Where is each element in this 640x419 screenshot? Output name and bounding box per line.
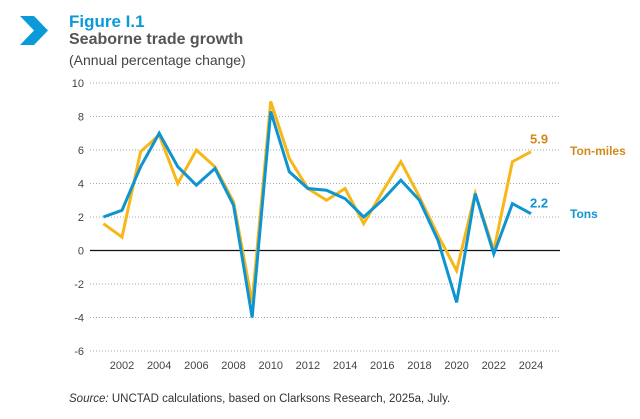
x-tick-label: 2020 — [444, 360, 468, 372]
x-tick-label: 2022 — [482, 360, 506, 372]
y-tick-label: -6 — [74, 346, 84, 358]
y-tick-label: 0 — [78, 246, 84, 258]
chart-subtitle: (Annual percentage change) — [69, 52, 246, 68]
legend-label: Ton-miles — [570, 144, 626, 158]
y-tick-label: 2 — [78, 212, 84, 224]
series-line-ton-miles — [102, 100, 532, 303]
y-tick-label: 10 — [72, 78, 84, 90]
x-tick-label: 2010 — [258, 360, 282, 372]
end-value-label: 2.2 — [530, 196, 548, 211]
x-tick-label: 2016 — [370, 360, 394, 372]
x-tick-label: 2002 — [110, 360, 134, 372]
legend-label: Tons — [570, 207, 598, 221]
figure-label: Figure I.1 — [69, 12, 145, 31]
chevron-icon — [20, 16, 48, 45]
y-tick-label: 4 — [78, 179, 84, 191]
x-tick-label: 2024 — [519, 360, 543, 372]
x-tick-label: 2004 — [147, 360, 171, 372]
y-tick-label: -2 — [74, 279, 84, 291]
x-tick-label: 2006 — [184, 360, 208, 372]
source-note: Source: UNCTAD calculations, based on Cl… — [69, 393, 450, 405]
x-tick-label: 2012 — [296, 360, 320, 372]
source-text: UNCTAD calculations, based on Clarksons … — [108, 393, 451, 405]
end-value-label: 5.9 — [530, 132, 548, 147]
x-tick-label: 2008 — [221, 360, 245, 372]
series-line-tons — [102, 111, 532, 318]
source-label: Source: — [69, 393, 109, 405]
chart-title: Seaborne trade growth — [69, 31, 244, 48]
y-tick-label: 8 — [78, 112, 84, 124]
y-tick-label: 6 — [78, 145, 84, 157]
x-tick-label: 2018 — [407, 360, 431, 372]
y-tick-label: -4 — [74, 313, 84, 325]
x-tick-label: 2014 — [333, 360, 357, 372]
